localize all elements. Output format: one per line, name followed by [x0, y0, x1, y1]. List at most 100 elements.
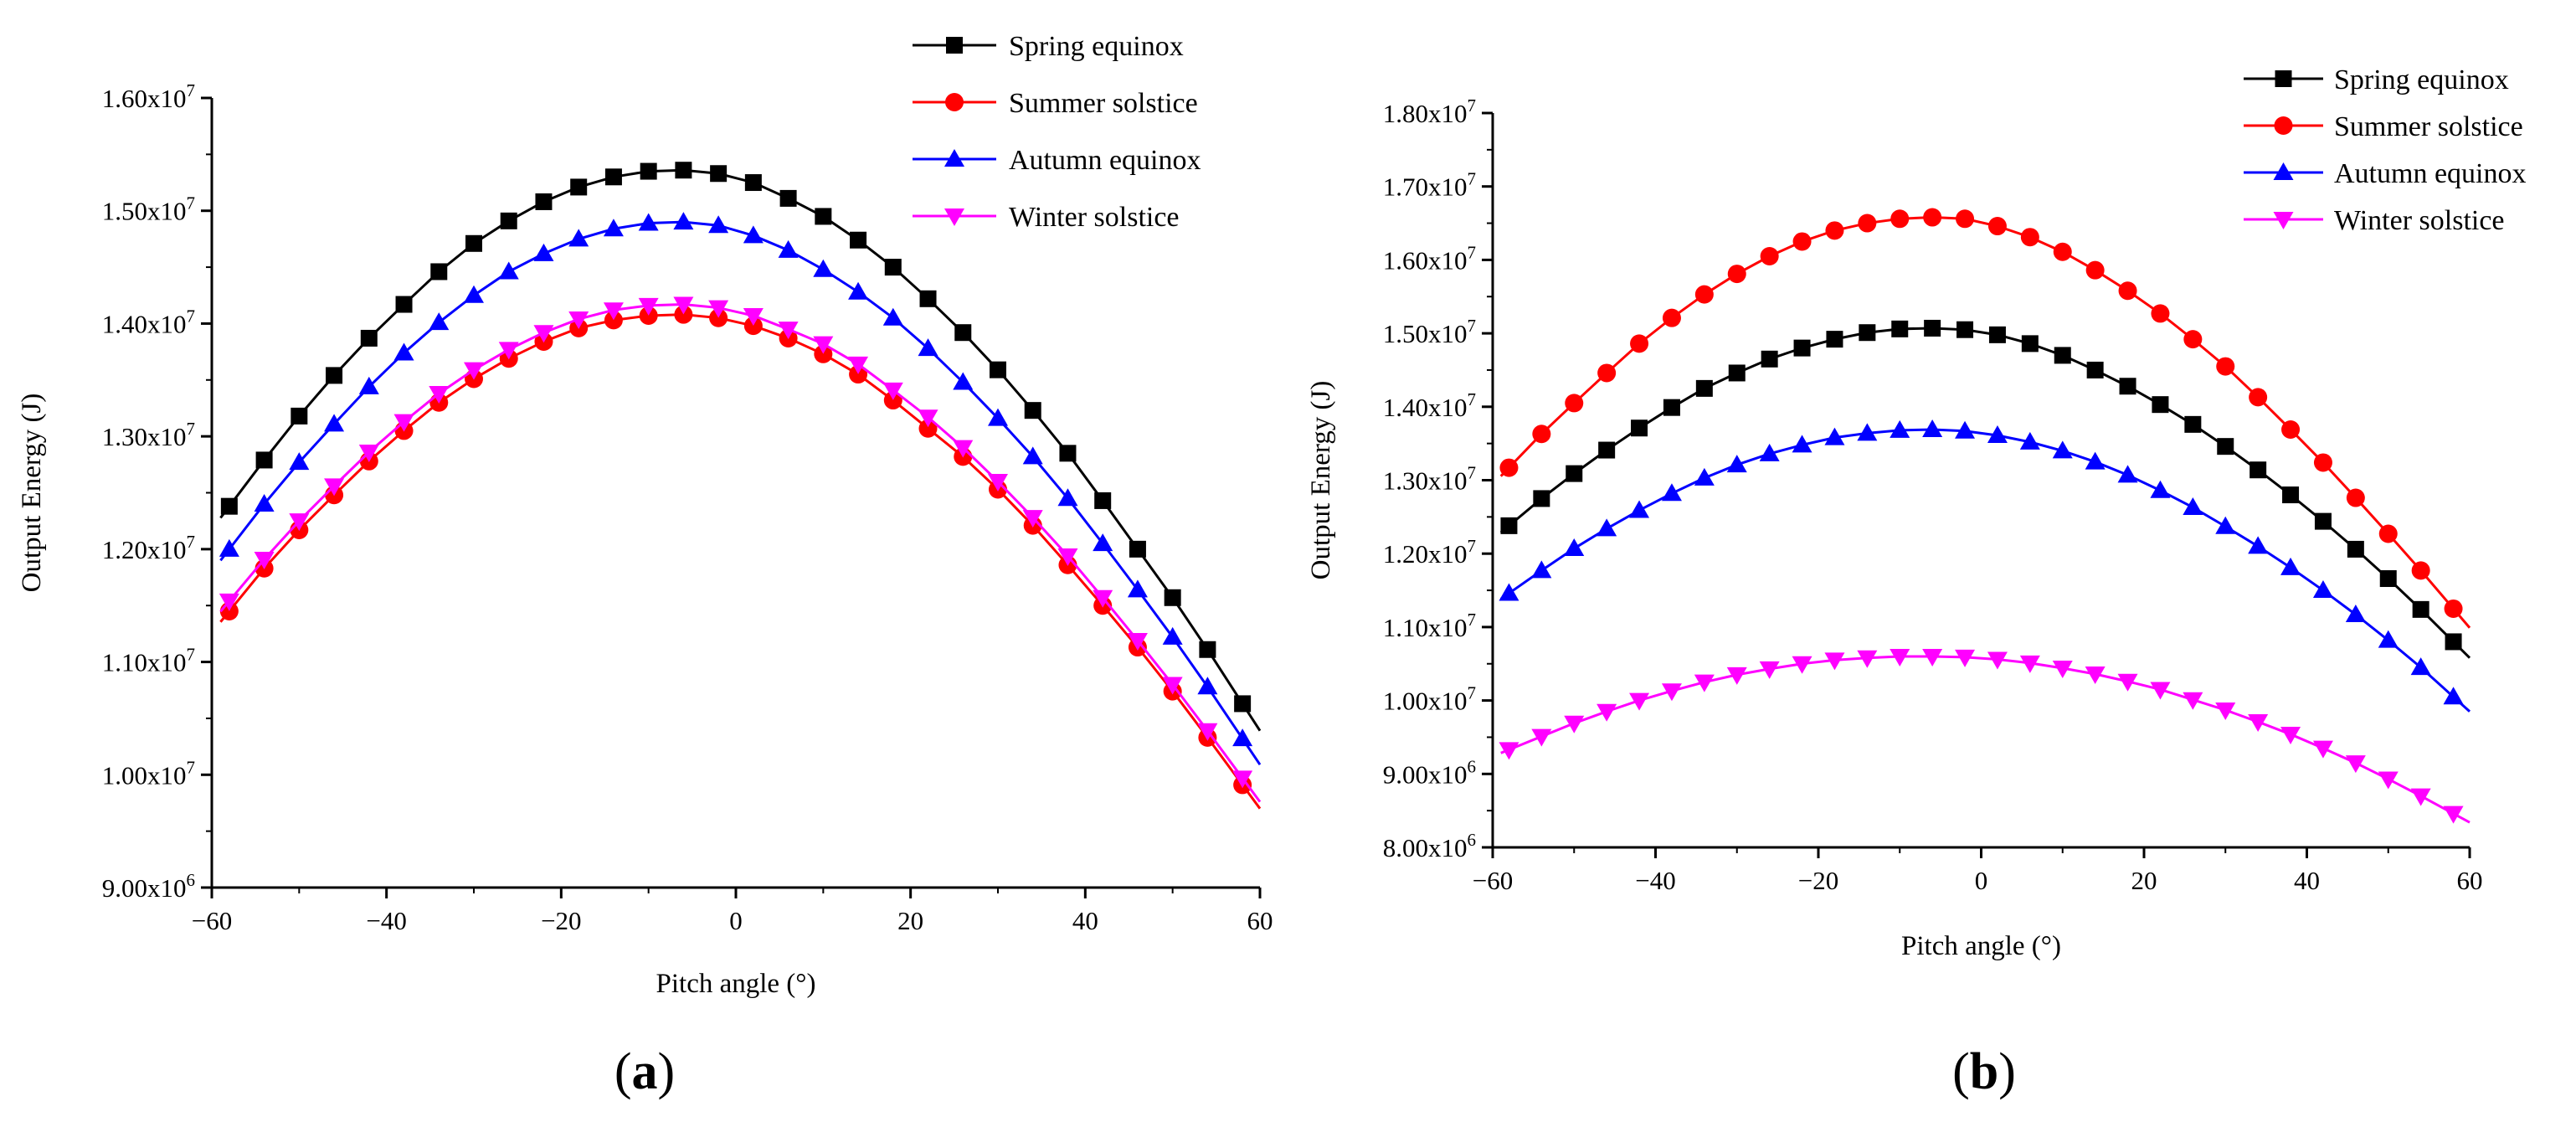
data-point: [848, 356, 869, 374]
legend-label: Autumn equinox: [1009, 145, 1201, 176]
data-point: [1858, 214, 1877, 233]
data-point: [2412, 600, 2429, 618]
data-point: [1922, 419, 1943, 437]
y-tick-label: 1.80x107: [1383, 95, 1476, 128]
panel-label: (a): [614, 1043, 675, 1100]
data-point: [1793, 339, 1811, 357]
data-point: [814, 344, 833, 363]
data-point: [1127, 632, 1148, 651]
data-point: [498, 261, 519, 280]
y-tick-label: 1.60x107: [102, 80, 195, 113]
data-point: [2085, 451, 2106, 470]
data-point: [778, 322, 799, 340]
data-point: [813, 259, 834, 277]
legend-label: Spring equinox: [1009, 31, 1184, 62]
data-point: [708, 300, 729, 318]
data-point: [2150, 682, 2171, 700]
data-point: [1565, 394, 1584, 413]
y-axis-title: Output Energy (J): [1306, 381, 1336, 580]
legend-marker: [2274, 116, 2293, 135]
data-point: [2020, 228, 2039, 247]
y-tick-label: 1.00x107: [1383, 683, 1476, 716]
data-point: [2117, 673, 2138, 692]
data-point: [498, 342, 519, 360]
data-point: [1857, 650, 1878, 668]
x-tick-label: −20: [541, 906, 581, 935]
data-point: [2052, 661, 2073, 679]
data-point: [2249, 388, 2268, 407]
data-point: [779, 189, 797, 207]
data-point: [1199, 641, 1216, 658]
data-point: [1566, 465, 1583, 482]
data-point: [254, 551, 275, 569]
data-point: [953, 440, 974, 458]
data-point: [2021, 335, 2039, 353]
data-point: [2379, 570, 2397, 588]
data-point: [1499, 583, 1519, 601]
data-point: [2314, 512, 2332, 530]
data-point: [358, 376, 379, 394]
series-line: [1499, 428, 2471, 713]
data-point: [918, 409, 938, 428]
data-point: [220, 497, 238, 515]
data-point: [1825, 221, 1844, 240]
data-point: [1924, 319, 1941, 337]
data-point: [2086, 361, 2104, 378]
data-point: [2313, 453, 2332, 472]
data-point: [1661, 483, 1682, 502]
series-2-autumn-equinox: [219, 212, 1262, 765]
data-point: [1022, 510, 1043, 528]
x-axis-title: Pitch angle (°): [1901, 931, 2061, 961]
data-point: [1759, 443, 1780, 461]
series-line: [219, 168, 1262, 732]
legend-label: Winter solstice: [2334, 205, 2505, 236]
legend: Spring equinox Summer solstice Autumn equi…: [2244, 64, 2526, 236]
data-point: [568, 311, 589, 330]
legend: Spring equinox Summer solstice Autumn equi…: [913, 31, 1201, 233]
data-point: [2312, 740, 2333, 759]
data-point: [1728, 364, 1746, 382]
data-point: [1094, 492, 1112, 509]
data-point: [219, 538, 239, 557]
data-point: [2281, 419, 2301, 439]
data-point: [1531, 728, 1552, 747]
x-axis-title: Pitch angle (°): [656, 969, 816, 999]
data-point: [1890, 209, 1910, 229]
data-point: [430, 263, 448, 280]
data-point: [673, 212, 694, 230]
legend-marker: [944, 149, 964, 167]
data-point: [604, 168, 622, 186]
data-point: [883, 391, 902, 410]
data-point: [1987, 217, 2007, 236]
data-point: [1726, 667, 1747, 685]
data-point: [848, 281, 869, 300]
data-point: [1859, 324, 1876, 342]
data-point: [1024, 402, 1041, 419]
data-point: [2085, 667, 2106, 685]
data-point: [1531, 560, 1552, 579]
data-point: [429, 385, 450, 404]
data-point: [1093, 533, 1113, 552]
data-point: [1164, 589, 1181, 606]
data-point: [1663, 399, 1680, 416]
data-point: [2410, 657, 2431, 676]
data-point: [2378, 524, 2398, 543]
y-tick-label: 8.00x106: [1383, 830, 1476, 862]
data-point: [1890, 648, 1910, 667]
y-tick-label: 1.10x107: [1383, 610, 1476, 642]
data-point: [2443, 805, 2464, 824]
data-point: [2054, 347, 2071, 364]
data-point: [2184, 415, 2202, 433]
data-point: [2151, 304, 2170, 323]
data-point: [2216, 357, 2235, 376]
data-point: [708, 215, 729, 234]
data-point: [1598, 441, 1616, 459]
data-point: [1922, 648, 1943, 667]
data-point: [219, 593, 239, 611]
data-point: [289, 452, 310, 471]
legend-label: Summer solstice: [2334, 111, 2523, 142]
data-point: [1661, 683, 1682, 702]
data-point: [988, 408, 1008, 426]
data-point: [2019, 655, 2040, 673]
